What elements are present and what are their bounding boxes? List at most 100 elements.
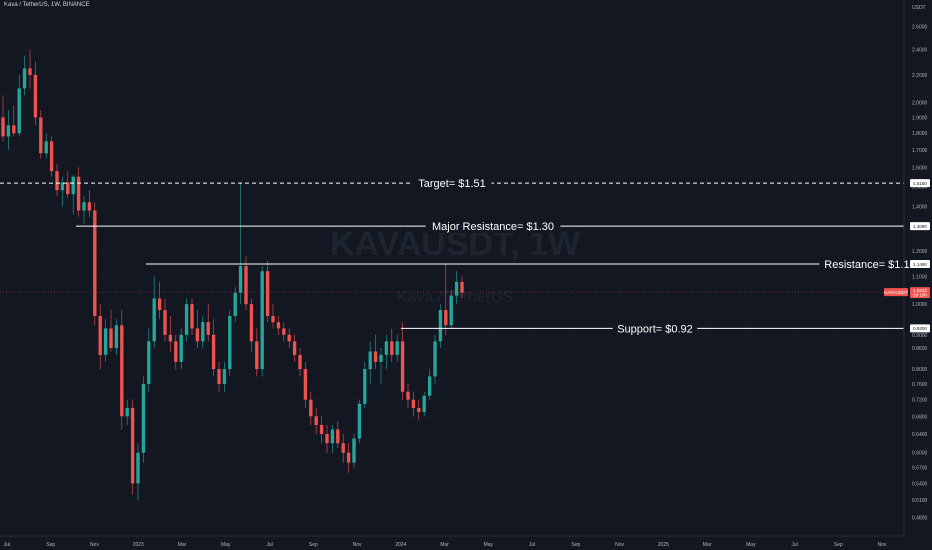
candle-body [341,443,345,453]
symbol-label: KAVAUSDT [884,290,908,295]
candle-body [233,292,237,317]
x-tick-label: 2025 [658,542,669,548]
x-tick-label: Sep [834,542,843,548]
candle-body [76,176,81,211]
x-tick-label: Sep [571,542,580,548]
candle-body [93,210,97,317]
level-label: Support= $0.92 [617,323,693,335]
symbol-box [884,288,908,297]
candle-body [390,341,394,355]
candle-body [163,310,167,335]
last-price-box [910,287,930,299]
candle-body [314,416,318,426]
candle-body [454,281,459,296]
candle-body [184,304,189,335]
candle-body [141,383,146,453]
level-price-box [910,260,930,269]
y-tick-label: 0.8000 [912,367,928,373]
time-axis[interactable]: Jul Sep Nov 2023 Mar May Jul Sep Nov 2024 Mar May Ju… [0,535,904,548]
candle-body [325,433,329,444]
candle-body [400,341,405,392]
level-label: Target= $1.51 [418,178,486,190]
candle-body [136,452,140,484]
y-tick-label: 0.4800 [912,516,928,522]
x-tick-label: May [484,542,494,548]
candle-body [406,391,410,400]
candle-body [120,325,124,417]
y-tick-label: 0.6000 [912,451,928,457]
y-tick-label: 0.6800 [912,414,928,420]
candle-body [109,328,113,349]
candle-body [238,266,243,293]
candle-body [39,117,43,154]
candle-body [330,429,335,444]
level-price-box [910,222,930,231]
candle-body [255,341,259,370]
candle-body [28,68,32,75]
x-tick-label: May [221,542,231,548]
candle-body [114,325,119,349]
level-price-label: 1.5160 [913,181,927,186]
candle-body [6,125,11,137]
candle-body [55,171,59,191]
candle-body [422,395,426,413]
levels: Target= $1.51 Major Resistance= $1.30 Resi… [0,176,921,336]
x-tick-label: Nov [90,542,99,548]
y-tick-label: 1.7000 [912,148,928,154]
x-tick-label: Jul [266,542,272,548]
candle-body [368,351,372,370]
candle-body [206,322,210,335]
candle-body [12,125,16,134]
candle-body [460,281,464,293]
y-tick-label: 0.6400 [912,432,928,438]
level-label-bg [819,257,921,272]
price-axis[interactable]: USDT 2.6000 2.4000 2.2000 2.0000 1.9000 1.800… [903,0,930,536]
candle-body [190,304,194,329]
candle-body [33,74,38,118]
candle-body [249,304,254,342]
last-price-value: 1.0422 [913,288,927,293]
candle-body [411,399,416,408]
candle-body [179,334,183,362]
y-tick-label: 0.5700 [912,466,928,472]
candle-body [427,376,432,396]
candle-body [395,341,399,355]
level-label: Major Resistance= $1.30 [432,221,554,233]
candle-body [98,316,102,355]
x-tick-label: 2024 [395,542,406,548]
candle-body [357,403,362,439]
candle-body [271,316,275,323]
candle-body [265,271,270,317]
candle-body [201,322,205,342]
currency-label: USDT [912,5,926,11]
y-tick-label: 2.2000 [912,73,928,79]
candle-body [222,369,227,384]
candle-body [1,117,5,137]
candle-body [244,266,248,305]
candle-body [168,334,173,342]
chart-title: Kava / TetherUS, 1W, BINANCE [4,2,90,8]
candle-body [292,341,297,355]
candle-body [130,407,135,484]
candle-body [125,407,129,417]
candle-body [60,182,65,191]
candle-body [373,351,378,362]
candle-body [379,354,383,362]
level-price-label: 1.3080 [913,224,927,229]
x-tick-label: May [746,542,756,548]
candle-body [260,271,264,370]
last-price-countdown: 5d 10h [913,293,927,298]
x-tick-label: Mar [440,542,449,548]
candle-body [417,407,421,413]
x-tick-label: Nov [878,542,887,548]
level-label-bg [425,219,561,234]
candle-body [71,176,75,195]
candle-body [152,298,156,342]
candle-body [17,88,21,134]
candle-body [363,369,367,404]
candle-body [147,341,151,384]
x-tick-label: Mar [703,542,712,548]
candle-body [336,429,340,444]
candle-body [22,68,27,89]
